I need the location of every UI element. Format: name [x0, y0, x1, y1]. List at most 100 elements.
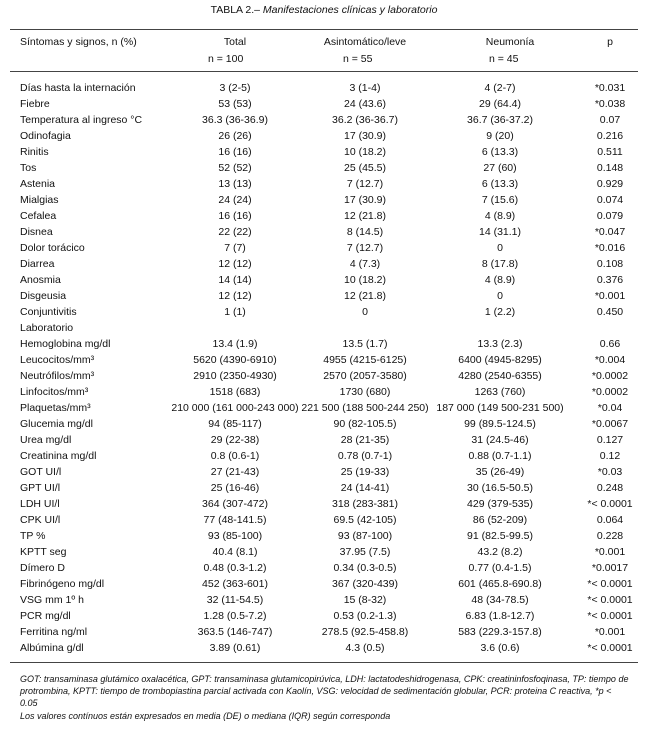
section-label: Laboratorio [20, 322, 74, 334]
row-label: Fiebre [20, 98, 50, 110]
cell: 0.127 [596, 434, 624, 446]
cell: 4.3 (0.5) [345, 642, 385, 654]
cell: *0.04 [597, 402, 623, 414]
cell: 0.88 (0.7-1.1) [468, 450, 532, 462]
row-label: Albúmina g/dl [20, 642, 84, 654]
row-label: Urea mg/dl [20, 434, 72, 446]
cell: 24 (43.6) [343, 98, 387, 110]
cell: 24 (24) [218, 194, 252, 206]
cell: *0.047 [594, 226, 626, 238]
cell: 318 (283-381) [332, 498, 398, 510]
cell: 0.108 [596, 258, 624, 270]
cell: 0.929 [596, 178, 624, 190]
cell: 6 (13.3) [481, 178, 519, 190]
cell: 210 000 (161 000-243 000) [171, 402, 299, 414]
row-label: Ferritina ng/ml [20, 626, 88, 638]
row-label: Tos [20, 162, 37, 174]
cell: 0.66 [599, 338, 621, 350]
cell: 6.83 (1.8-12.7) [465, 610, 535, 622]
cell: 25 (45.5) [343, 162, 387, 174]
cell: *0.031 [594, 82, 626, 94]
cell: 8 (14.5) [346, 226, 384, 238]
cell: 7 (15.6) [481, 194, 519, 206]
cell: *0.016 [594, 242, 626, 254]
row-label: Temperatura al ingreso °C [20, 114, 143, 126]
cell: 601 (465.8-690.8) [458, 578, 542, 590]
row-label: Diarrea [20, 258, 55, 270]
cell: 43.2 (8.2) [477, 546, 523, 558]
cell: 14 (14) [218, 274, 252, 286]
row-label: Días hasta la internación [20, 82, 136, 94]
cell: 187 000 (149 500-231 500) [436, 402, 564, 414]
cell: *0.0067 [591, 418, 629, 430]
cell: 48 (34-78.5) [471, 594, 529, 606]
cell: 13.3 (2.3) [477, 338, 523, 350]
cell: 452 (363-601) [202, 578, 268, 590]
cell: *0.004 [594, 354, 626, 366]
cell: 1 (1) [224, 306, 246, 318]
cell: 363.5 (146-747) [197, 626, 273, 638]
row-label: Rinitis [20, 146, 49, 158]
cell: *0.001 [594, 626, 626, 638]
cell: 77 (48-141.5) [203, 514, 267, 526]
cell: 40.4 (8.1) [212, 546, 258, 558]
cell: 0.248 [596, 482, 624, 494]
row-label: Odinofagia [20, 130, 71, 142]
row-label: Neutrófilos/mm³ [20, 370, 95, 382]
cell: 4 (8.9) [484, 274, 516, 286]
title-text: Manifestaciones clínicas y laboratorio [262, 4, 438, 16]
cell: 7 (12.7) [346, 178, 384, 190]
cell: 0.079 [596, 210, 624, 222]
cell: 2910 (2350-4930) [193, 370, 277, 382]
cell: 14 (31.1) [478, 226, 522, 238]
cell: 0 [497, 242, 503, 254]
cell: 1.28 (0.5-7.2) [203, 610, 267, 622]
cell: 364 (307-472) [202, 498, 268, 510]
cell: 4 (8.9) [484, 210, 516, 222]
cell: 91 (82.5-99.5) [467, 530, 533, 542]
cell: 31 (24.5-46) [471, 434, 529, 446]
title-label: TABLA 2.– [210, 4, 260, 16]
cell: 36.7 (36-37.2) [467, 114, 533, 126]
cell: 90 (82-105.5) [333, 418, 397, 430]
cell: 12 (12) [218, 258, 252, 270]
cell: 29 (64.4) [478, 98, 522, 110]
cell: 1518 (683) [209, 386, 261, 398]
cell: 0.48 (0.3-1.2) [203, 562, 267, 574]
cell: *0.0002 [591, 386, 629, 398]
cell: 13.4 (1.9) [212, 338, 258, 350]
cell: 0.07 [599, 114, 621, 126]
row-label: CPK UI/l [20, 514, 61, 526]
cell: 99 (89.5-124.5) [464, 418, 536, 430]
row-label: Cefalea [20, 210, 57, 222]
cell: 0.376 [596, 274, 624, 286]
cell: 12 (21.8) [343, 290, 387, 302]
row-label: Fibrinógeno mg/dl [20, 578, 105, 590]
header-n: n = 55 [343, 53, 373, 65]
cell: 27 (60) [483, 162, 517, 174]
row-label: TP % [20, 530, 46, 542]
cell: 4280 (2540-6355) [458, 370, 542, 382]
cell: 0.074 [596, 194, 624, 206]
header-cell: Síntomas y signos, n (%) [20, 36, 137, 48]
cell: 0.216 [596, 130, 624, 142]
row-label: KPTT seg [20, 546, 67, 558]
row-label: VSG mm 1º h [20, 594, 84, 606]
cell: 16 (16) [218, 146, 252, 158]
cell: 0.511 [597, 146, 623, 158]
cell: 3.6 (0.6) [480, 642, 520, 654]
header-cell: Total [223, 36, 247, 48]
cell: 16 (16) [218, 210, 252, 222]
cell: 221 500 (188 500-244 250) [301, 402, 429, 414]
row-label: Conjuntivitis [20, 306, 77, 318]
cell: 3.89 (0.61) [209, 642, 261, 654]
row-label: Hemoglobina mg/dl [20, 338, 111, 350]
row-label: Anosmia [20, 274, 61, 286]
cell: *0.001 [594, 546, 626, 558]
cell: 32 (11-54.5) [206, 594, 264, 606]
cell: 429 (379-535) [467, 498, 533, 510]
cell: 3 (2-5) [219, 82, 251, 94]
row-label: GOT UI/l [20, 466, 62, 478]
cell: 22 (22) [218, 226, 252, 238]
cell: 7 (12.7) [346, 242, 384, 254]
